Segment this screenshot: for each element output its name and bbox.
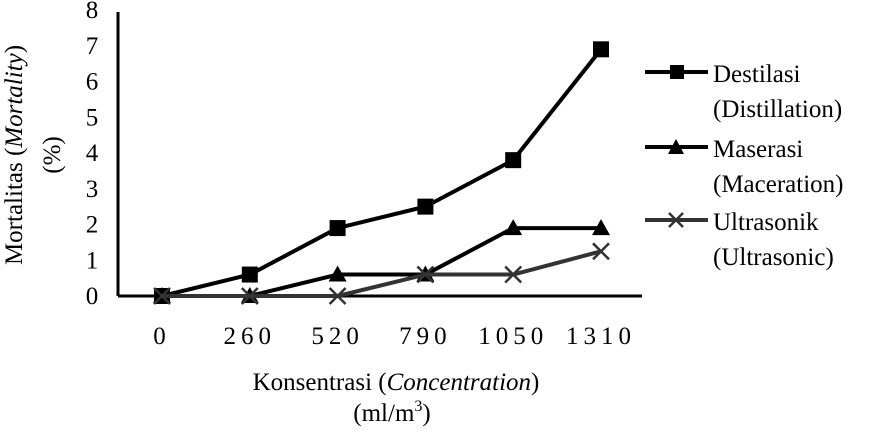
legend-label-maserasi: Maserasi bbox=[713, 136, 803, 163]
data-point-square bbox=[505, 152, 522, 169]
y-tick-label: 4 bbox=[86, 140, 99, 167]
x-tick-label: 790 bbox=[399, 323, 452, 350]
legend-marker-x bbox=[668, 212, 684, 228]
x-axis-ticks: 0 260 520 790 1050 1310 bbox=[153, 323, 636, 350]
legend-marker-triangle bbox=[668, 139, 684, 154]
legend-sublabel-destilasi: (Distillation) bbox=[713, 96, 842, 123]
legend-label-ultrasonik: Ultrasonik bbox=[713, 209, 819, 236]
y-axis-title-prefix: Mortalitas ( bbox=[1, 148, 28, 265]
y-tick-label: 1 bbox=[86, 247, 99, 274]
legend-item-maserasi: Maserasi (Maceration) bbox=[645, 136, 843, 198]
data-point-x bbox=[592, 242, 610, 261]
data-point-x bbox=[240, 287, 259, 305]
y-tick-label: 7 bbox=[86, 33, 99, 60]
data-point-square bbox=[241, 266, 258, 283]
series-layer bbox=[153, 41, 610, 305]
data-point-square bbox=[417, 198, 434, 215]
legend-item-destilasi: Destilasi (Distillation) bbox=[645, 61, 842, 123]
x-tick-label: 520 bbox=[311, 323, 364, 350]
x-tick-label: 260 bbox=[224, 323, 277, 350]
y-axis-title: Mortalitas (Mortality) bbox=[1, 45, 28, 265]
data-point-x bbox=[416, 265, 435, 284]
y-tick-label: 5 bbox=[86, 104, 99, 131]
x-tick-label: 1050 bbox=[478, 323, 548, 350]
legend-marker-square bbox=[670, 65, 684, 79]
x-axis-unit-suffix: ) bbox=[422, 400, 430, 427]
y-tick-label: 3 bbox=[86, 176, 99, 203]
legend-sublabel-ultrasonik: (Ultrasonic) bbox=[713, 244, 834, 271]
data-point-square bbox=[593, 41, 609, 58]
x-tick-label: 0 bbox=[153, 323, 171, 350]
data-point-triangle bbox=[504, 219, 523, 236]
x-tick-label: 1310 bbox=[566, 323, 636, 350]
y-axis-unit: (%) bbox=[39, 136, 66, 173]
data-point-x bbox=[504, 265, 523, 284]
x-axis-unit-prefix: (ml/m bbox=[353, 400, 415, 427]
x-axis-title-italic: Concentration bbox=[387, 369, 531, 396]
series-line-2 bbox=[162, 249, 602, 298]
y-tick-label: 2 bbox=[86, 212, 99, 239]
y-axis-ticks: 0 1 2 3 4 5 6 7 8 bbox=[86, 0, 99, 310]
data-point-x bbox=[328, 287, 347, 305]
x-axis-unit: (ml/m3) bbox=[353, 398, 430, 427]
y-tick-label: 0 bbox=[86, 283, 99, 310]
x-axis-title-prefix: Konsentrasi ( bbox=[253, 369, 387, 396]
series-line-0 bbox=[161, 48, 603, 298]
data-point-triangle bbox=[328, 265, 347, 282]
y-tick-label: 6 bbox=[86, 69, 99, 96]
legend-sublabel-maserasi: (Maceration) bbox=[713, 171, 843, 198]
y-tick-label: 8 bbox=[86, 0, 99, 24]
x-axis-unit-sup: 3 bbox=[414, 398, 422, 415]
data-point-x bbox=[153, 287, 171, 305]
legend-label-destilasi: Destilasi bbox=[713, 61, 801, 88]
x-axis-title: Konsentrasi (Concentration) bbox=[253, 369, 540, 396]
x-axis-title-suffix: ) bbox=[531, 369, 539, 396]
legend-item-ultrasonik: Ultrasonik (Ultrasonic) bbox=[645, 209, 834, 271]
y-axis-title-italic: Mortality bbox=[1, 52, 28, 148]
legend: Destilasi (Distillation) Maserasi (Macer… bbox=[645, 61, 843, 271]
y-axis-title-suffix: ) bbox=[1, 45, 28, 53]
data-point-square bbox=[329, 220, 346, 237]
data-point-triangle bbox=[592, 219, 610, 236]
